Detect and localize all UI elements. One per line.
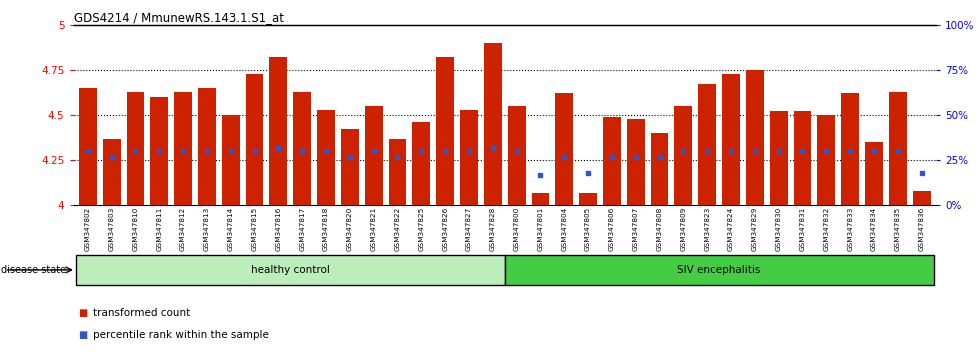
Text: SIV encephalitis: SIV encephalitis xyxy=(677,265,760,275)
Bar xyxy=(627,119,645,205)
Bar xyxy=(78,88,97,205)
Bar xyxy=(365,106,382,205)
Bar xyxy=(150,97,169,205)
Text: healthy control: healthy control xyxy=(251,265,329,275)
Text: disease state: disease state xyxy=(1,265,66,275)
Bar xyxy=(817,115,835,205)
Bar xyxy=(318,110,335,205)
Bar xyxy=(270,57,287,205)
Bar xyxy=(651,133,668,205)
Bar xyxy=(556,93,573,205)
Bar xyxy=(174,92,192,205)
Bar xyxy=(674,106,692,205)
Bar xyxy=(126,92,144,205)
Bar xyxy=(912,191,931,205)
Bar xyxy=(388,138,407,205)
Text: ■: ■ xyxy=(78,330,87,339)
Text: GDS4214 / MmunewRS.143.1.S1_at: GDS4214 / MmunewRS.143.1.S1_at xyxy=(74,11,283,24)
Text: percentile rank within the sample: percentile rank within the sample xyxy=(93,330,269,339)
Bar xyxy=(841,93,859,205)
Bar xyxy=(75,255,505,285)
Bar xyxy=(436,57,454,205)
Bar xyxy=(221,115,240,205)
Text: ■: ■ xyxy=(78,308,87,318)
Bar xyxy=(198,88,216,205)
Bar xyxy=(865,142,883,205)
Bar xyxy=(341,130,359,205)
Text: transformed count: transformed count xyxy=(93,308,190,318)
Bar xyxy=(722,74,740,205)
Bar xyxy=(769,112,788,205)
Bar xyxy=(103,138,121,205)
Bar xyxy=(484,43,502,205)
Bar xyxy=(603,117,621,205)
Bar xyxy=(794,112,811,205)
Bar xyxy=(413,122,430,205)
Bar xyxy=(460,110,478,205)
Bar xyxy=(746,70,763,205)
Bar xyxy=(531,193,550,205)
Bar xyxy=(246,74,264,205)
Bar xyxy=(508,106,525,205)
Bar xyxy=(579,193,597,205)
Bar xyxy=(505,255,934,285)
Bar xyxy=(699,84,716,205)
Bar xyxy=(293,92,311,205)
Bar xyxy=(889,92,906,205)
